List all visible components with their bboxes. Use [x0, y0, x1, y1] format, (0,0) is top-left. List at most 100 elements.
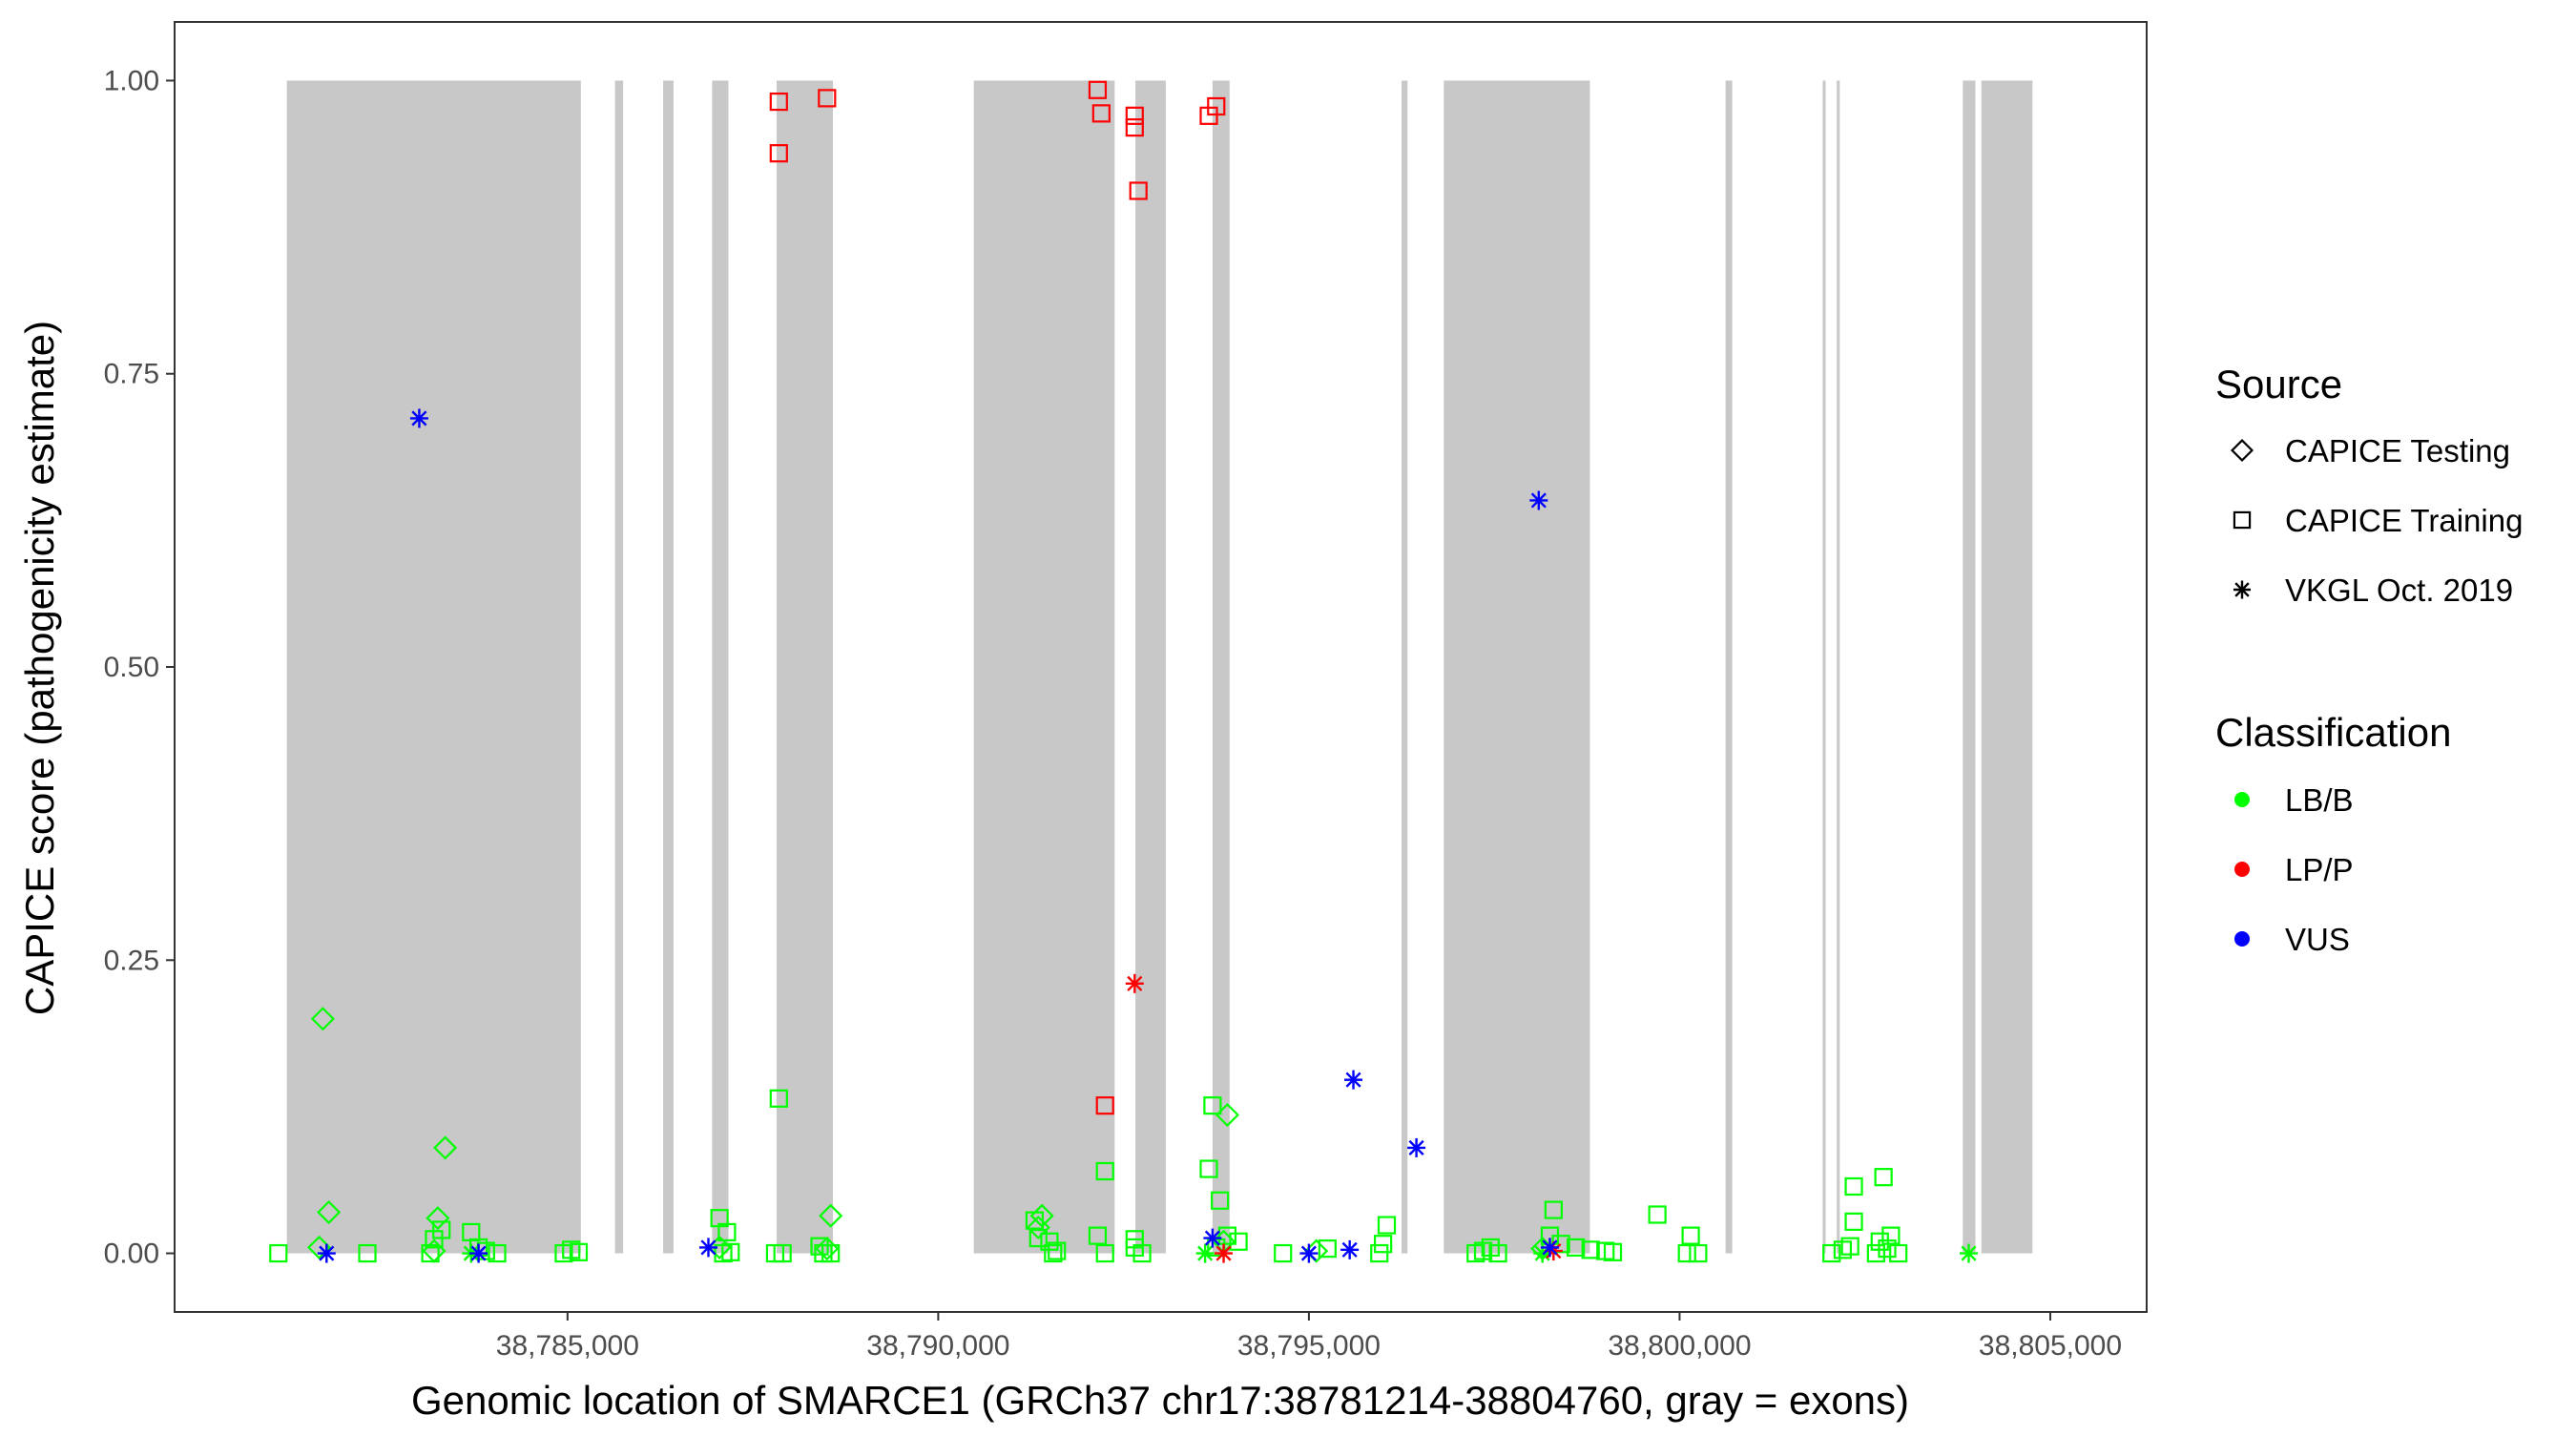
asterisk-point — [409, 408, 428, 428]
square-point — [769, 144, 788, 163]
legend-color-key — [2234, 862, 2250, 877]
square-point — [769, 92, 788, 112]
exon-band — [1963, 80, 1976, 1254]
square-point — [717, 1222, 737, 1242]
square-point — [1028, 1228, 1048, 1248]
square-point — [554, 1243, 573, 1263]
asterisk-point — [1203, 1228, 1222, 1248]
exon-band — [286, 80, 581, 1254]
square-point — [1681, 1226, 1700, 1245]
square-point — [1199, 1159, 1218, 1178]
square-point — [1581, 1240, 1600, 1259]
square-point — [1088, 80, 1108, 99]
asterisk-point — [1215, 1243, 1234, 1263]
exon-band — [1837, 80, 1840, 1254]
square-point — [1318, 1239, 1337, 1259]
square-point — [721, 1242, 740, 1261]
exon-band — [1444, 80, 1590, 1254]
asterisk-point — [698, 1238, 717, 1258]
square-point — [1374, 1235, 1393, 1254]
legend-source-label: VKGL Oct. 2019 — [2285, 572, 2513, 608]
square-point — [1025, 1211, 1044, 1230]
asterisk-point — [1340, 1239, 1360, 1259]
square-point — [1095, 1096, 1114, 1115]
exon-band — [1725, 80, 1733, 1254]
diamond-point — [819, 1203, 843, 1228]
square-point — [1866, 1243, 1885, 1263]
square-point — [1095, 1243, 1114, 1263]
asterisk-point — [469, 1243, 488, 1263]
legend-diamond-key — [2230, 438, 2254, 463]
square-point — [1091, 104, 1111, 123]
x-tick-label: 38,785,000 — [496, 1330, 639, 1362]
square-point — [1677, 1243, 1696, 1263]
square-point — [1881, 1226, 1901, 1245]
exon-band — [776, 80, 834, 1254]
asterisk-point — [1407, 1137, 1426, 1157]
square-point — [1203, 1096, 1222, 1115]
asterisk-point — [1344, 1070, 1363, 1090]
asterisk-point — [1125, 973, 1144, 993]
square-point — [1844, 1176, 1863, 1197]
x-axis: 38,785,000 38,790,000 38,795,000 38,800,000… — [496, 1312, 2122, 1362]
asterisk-point — [1960, 1243, 1979, 1263]
diamond-point — [310, 1007, 335, 1031]
square-point — [1689, 1243, 1708, 1263]
diamond-point — [1026, 1215, 1050, 1240]
legend-source-label: CAPICE Training — [2285, 503, 2523, 538]
y-tick-label: 0.00 — [104, 1238, 159, 1270]
square-point — [1088, 1226, 1108, 1245]
square-point — [1217, 1226, 1237, 1245]
square-point — [1129, 181, 1148, 200]
square-point — [1132, 1243, 1152, 1263]
legend-color-key — [2234, 792, 2250, 807]
exon-band — [663, 80, 674, 1254]
exon-band — [1402, 80, 1408, 1254]
square-point — [1370, 1243, 1389, 1263]
y-tick-label: 0.25 — [104, 945, 159, 976]
legend-classification-label: VUS — [2285, 922, 2350, 957]
square-point — [1095, 1161, 1114, 1181]
exon-band — [1212, 80, 1230, 1254]
square-point — [1874, 1168, 1893, 1187]
square-point — [818, 89, 837, 108]
square-point — [1840, 1237, 1859, 1256]
exon-band — [1981, 80, 2033, 1254]
square-point — [773, 1243, 792, 1263]
legend-classification-title: Classification — [2215, 710, 2451, 755]
legend-classification-label: LB/B — [2285, 782, 2354, 818]
points-layer — [269, 80, 1979, 1263]
y-tick-label: 1.00 — [104, 65, 159, 96]
square-point — [269, 1243, 288, 1263]
square-point — [358, 1243, 377, 1263]
square-point — [421, 1243, 440, 1263]
legend-square-key — [2233, 510, 2252, 530]
y-axis-title: CAPICE score (pathogenicity estimate) — [17, 321, 62, 1015]
square-point — [1822, 1243, 1841, 1263]
exon-band — [1135, 80, 1166, 1254]
exon-band — [1822, 80, 1826, 1254]
square-point — [1207, 96, 1226, 116]
square-point — [1488, 1243, 1507, 1263]
legend-source-label: CAPICE Testing — [2285, 433, 2510, 468]
x-tick-label: 38,800,000 — [1608, 1330, 1751, 1362]
square-point — [1878, 1239, 1897, 1259]
diamond-point — [317, 1199, 342, 1225]
x-tick-label: 38,790,000 — [866, 1330, 1009, 1362]
x-tick-label: 38,805,000 — [1979, 1330, 2122, 1362]
square-point — [488, 1243, 507, 1263]
square-point — [769, 1089, 788, 1108]
asterisk-point — [1540, 1238, 1559, 1258]
square-point — [1844, 1212, 1863, 1231]
asterisk-point — [1299, 1243, 1319, 1263]
square-point — [432, 1220, 451, 1239]
asterisk-point — [1195, 1243, 1215, 1263]
square-point — [1125, 118, 1144, 137]
x-tick-label: 38,795,000 — [1237, 1330, 1381, 1362]
exon-band — [614, 80, 624, 1254]
diamond-point — [433, 1135, 458, 1160]
y-tick-label: 0.75 — [104, 359, 159, 390]
legend-color-key — [2234, 931, 2250, 947]
